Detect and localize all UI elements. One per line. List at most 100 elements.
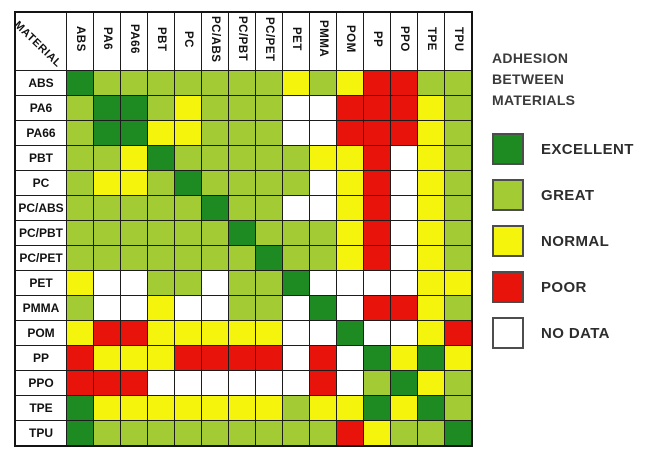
cell-PC-PBT-TPE [417, 220, 445, 246]
col-header-PP: PP [363, 11, 391, 71]
cell-TPE-PC [174, 395, 202, 421]
cell-TPE-ABS [66, 395, 94, 421]
cell-PC-PBT-PET [282, 220, 310, 246]
cell-POM-PP [363, 320, 391, 346]
cell-PA6-ABS [66, 95, 94, 121]
cell-PC-PMMA [309, 170, 337, 196]
row-label-PC-ABS: PC/ABS [14, 195, 67, 221]
cell-PMMA-PMMA [309, 295, 337, 321]
cell-POM-POM [336, 320, 364, 346]
cell-PPO-PC-PET [255, 370, 283, 396]
cell-PA66-PPO [390, 120, 418, 146]
legend-item-excellent: EXCELLENT [492, 133, 644, 165]
col-header-label: ABS [74, 26, 86, 52]
legend-item-poor: POOR [492, 271, 644, 303]
matrix-row-PA6: PA6 [14, 95, 473, 121]
cell-PMMA-PBT [147, 295, 175, 321]
col-header-label: PC/PET [263, 16, 275, 62]
cell-PP-PC [174, 345, 202, 371]
cell-POM-ABS [66, 320, 94, 346]
cell-PA6-PET [282, 95, 310, 121]
cell-PA66-PC [174, 120, 202, 146]
cell-TPE-PMMA [309, 395, 337, 421]
cell-PC-PET-PC-ABS [201, 245, 229, 271]
legend: ADHESION BETWEEN MATERIALS EXCELLENT GRE… [492, 48, 644, 363]
cell-PC-ABS-TPE [417, 195, 445, 221]
cell-PC-ABS-TPU [444, 195, 473, 221]
cell-POM-TPU [444, 320, 473, 346]
cell-PC-PBT [147, 170, 175, 196]
col-header-label: PET [290, 27, 302, 51]
cell-PC-PET [282, 170, 310, 196]
cell-PC-PBT-TPU [444, 220, 473, 246]
cell-TPU-PC-PET [255, 420, 283, 447]
cell-PMMA-PPO [390, 295, 418, 321]
cell-PC-ABS-PBT [147, 195, 175, 221]
cell-PBT-PC-ABS [201, 145, 229, 171]
cell-POM-PBT [147, 320, 175, 346]
cell-ABS-PA66 [120, 70, 148, 96]
cell-PET-PBT [147, 270, 175, 296]
cell-PA66-PA6 [93, 120, 121, 146]
cell-PET-PC [174, 270, 202, 296]
cell-PET-PC-PBT [228, 270, 256, 296]
adhesion-matrix: MATERIAL ABS PA6 PA66 PBT PC PC/ABS PC/PBT PC/PE… [12, 11, 473, 447]
cell-PC-PET-PC [174, 245, 202, 271]
cell-PA6-PPO [390, 95, 418, 121]
cell-PP-PBT [147, 345, 175, 371]
matrix-row-PP: PP [14, 345, 473, 371]
cell-POM-PA6 [93, 320, 121, 346]
cell-PBT-PC [174, 145, 202, 171]
cell-POM-PC-PBT [228, 320, 256, 346]
cell-PA66-PBT [147, 120, 175, 146]
legend-item-normal: NORMAL [492, 225, 644, 257]
cell-PBT-PMMA [309, 145, 337, 171]
cell-PET-PPO [390, 270, 418, 296]
cell-PBT-POM [336, 145, 364, 171]
cell-PC-PBT-ABS [66, 220, 94, 246]
matrix-row-TPE: TPE [14, 395, 473, 421]
matrix-row-PC-PBT: PC/PBT [14, 220, 473, 246]
cell-PC-ABS-PET [282, 195, 310, 221]
cell-ABS-PMMA [309, 70, 337, 96]
cell-TPU-PP [363, 420, 391, 447]
cell-PC-PBT-PC-PET [255, 220, 283, 246]
col-header-label: PA66 [128, 24, 140, 54]
matrix-row-PA66: PA66 [14, 120, 473, 146]
row-label-TPE: TPE [14, 395, 67, 421]
cell-PC-PET-PC-PET [255, 245, 283, 271]
no-data-label: NO DATA [541, 324, 610, 342]
cell-POM-PA66 [120, 320, 148, 346]
row-label-PC-PBT: PC/PBT [14, 220, 67, 246]
cell-ABS-ABS [66, 70, 94, 96]
cell-PC-PET-POM [336, 245, 364, 271]
cell-PC-PC-PBT [228, 170, 256, 196]
cell-PA66-PC-PBT [228, 120, 256, 146]
cell-PC-ABS-PMMA [309, 195, 337, 221]
cell-PC-ABS-ABS [66, 195, 94, 221]
cell-PBT-TPE [417, 145, 445, 171]
cell-PET-TPE [417, 270, 445, 296]
cell-PC-ABS-PC-PET [255, 195, 283, 221]
cell-TPE-PP [363, 395, 391, 421]
matrix-row-PC: PC [14, 170, 473, 196]
cell-PC-PET-TPU [444, 245, 473, 271]
cell-ABS-PC [174, 70, 202, 96]
col-header-PC-PET: PC/PET [255, 11, 283, 71]
cell-TPU-PA66 [120, 420, 148, 447]
cell-PPO-PC-ABS [201, 370, 229, 396]
cell-PP-PPO [390, 345, 418, 371]
cell-PA66-ABS [66, 120, 94, 146]
cell-PC-TPU [444, 170, 473, 196]
cell-PMMA-PET [282, 295, 310, 321]
row-label-PC: PC [14, 170, 67, 196]
cell-PC-PET-TPE [417, 245, 445, 271]
cell-PC-ABS [66, 170, 94, 196]
cell-TPE-PBT [147, 395, 175, 421]
cell-POM-PC-PET [255, 320, 283, 346]
row-label-POM: POM [14, 320, 67, 346]
cell-PA6-PC [174, 95, 202, 121]
cell-PA66-TPU [444, 120, 473, 146]
cell-PPO-TPE [417, 370, 445, 396]
cell-PPO-POM [336, 370, 364, 396]
